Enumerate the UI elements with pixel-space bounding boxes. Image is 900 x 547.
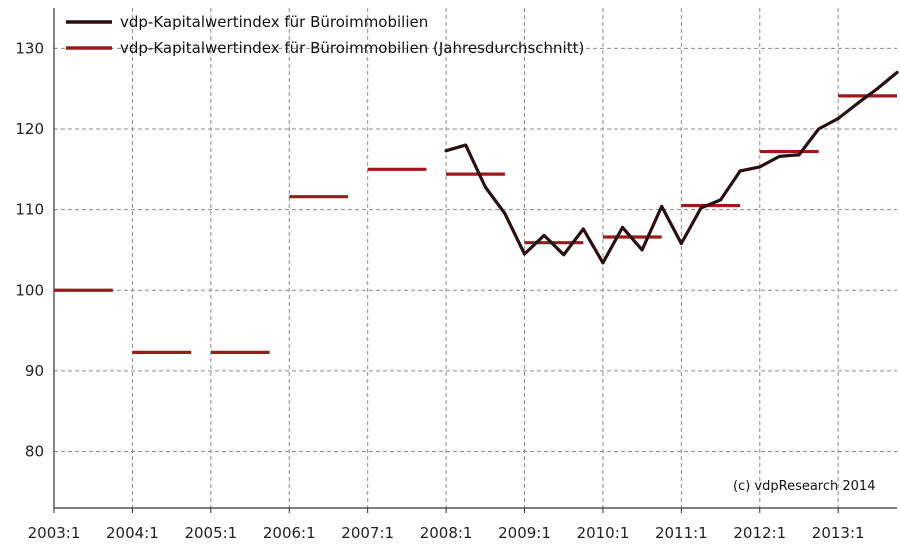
grid xyxy=(54,8,897,508)
quarterly-index-point xyxy=(895,71,899,75)
quarterly-index-series xyxy=(444,70,899,265)
x-tick-label: 2011:1 xyxy=(655,524,708,542)
quarterly-index-point xyxy=(562,253,566,257)
quarterly-index-point xyxy=(483,185,487,189)
axes: 80 90 100 110 120 130 2003:1 2004:1 2005:1 2006:1… xyxy=(15,8,897,542)
y-tick-label: 90 xyxy=(25,362,44,380)
x-tick-label: 2009:1 xyxy=(498,524,551,542)
x-tick-label: 2007:1 xyxy=(341,524,394,542)
x-tick-label: 2006:1 xyxy=(263,524,316,542)
legend-label: vdp-Kapitalwertindex für Büroimmobilien … xyxy=(120,39,584,57)
y-tick-label: 100 xyxy=(15,281,44,299)
quarterly-index-point xyxy=(464,143,468,147)
quarterly-index-point xyxy=(836,116,840,120)
x-tick-label: 2010:1 xyxy=(577,524,630,542)
quarterly-index-point xyxy=(679,241,683,245)
y-tick-label: 130 xyxy=(15,39,44,57)
quarterly-index-point xyxy=(581,227,585,231)
quarterly-index-point xyxy=(719,198,723,202)
quarterly-index-point xyxy=(503,212,507,216)
x-tick-label: 2008:1 xyxy=(420,524,473,542)
x-tick-label: 2003:1 xyxy=(28,524,81,542)
legend: vdp-Kapitalwertindex für Büroimmobilien v… xyxy=(66,13,584,57)
quarterly-index-point xyxy=(777,154,781,158)
quarterly-index-point xyxy=(699,206,703,210)
quarterly-index-point xyxy=(738,169,742,173)
quarterly-index-point xyxy=(542,233,546,237)
copyright-annotation: (c) vdpResearch 2014 xyxy=(733,479,875,494)
quarterly-index-point xyxy=(797,153,801,157)
quarterly-index-point xyxy=(817,127,821,131)
legend-label: vdp-Kapitalwertindex für Büroimmobilien xyxy=(120,13,428,31)
x-tick-label: 2012:1 xyxy=(733,524,786,542)
quarterly-index-point xyxy=(444,149,448,153)
x-tick-label: 2013:1 xyxy=(812,524,865,542)
quarterly-index-point xyxy=(640,248,644,252)
x-tick-label: 2005:1 xyxy=(184,524,237,542)
y-tick-label: 120 xyxy=(15,120,44,138)
quarterly-index-line xyxy=(444,70,899,265)
x-tick-label: 2004:1 xyxy=(106,524,159,542)
quarterly-index-point xyxy=(523,252,527,256)
quarterly-index-point xyxy=(660,204,664,208)
quarterly-index-point xyxy=(601,261,605,265)
quarterly-index-point xyxy=(621,225,625,229)
y-tick-label: 110 xyxy=(15,201,44,219)
quarterly-index-point xyxy=(758,165,762,169)
quarterly-index-point xyxy=(856,101,860,105)
y-tick-label: 80 xyxy=(25,443,44,461)
quarterly-index-point xyxy=(875,87,879,91)
